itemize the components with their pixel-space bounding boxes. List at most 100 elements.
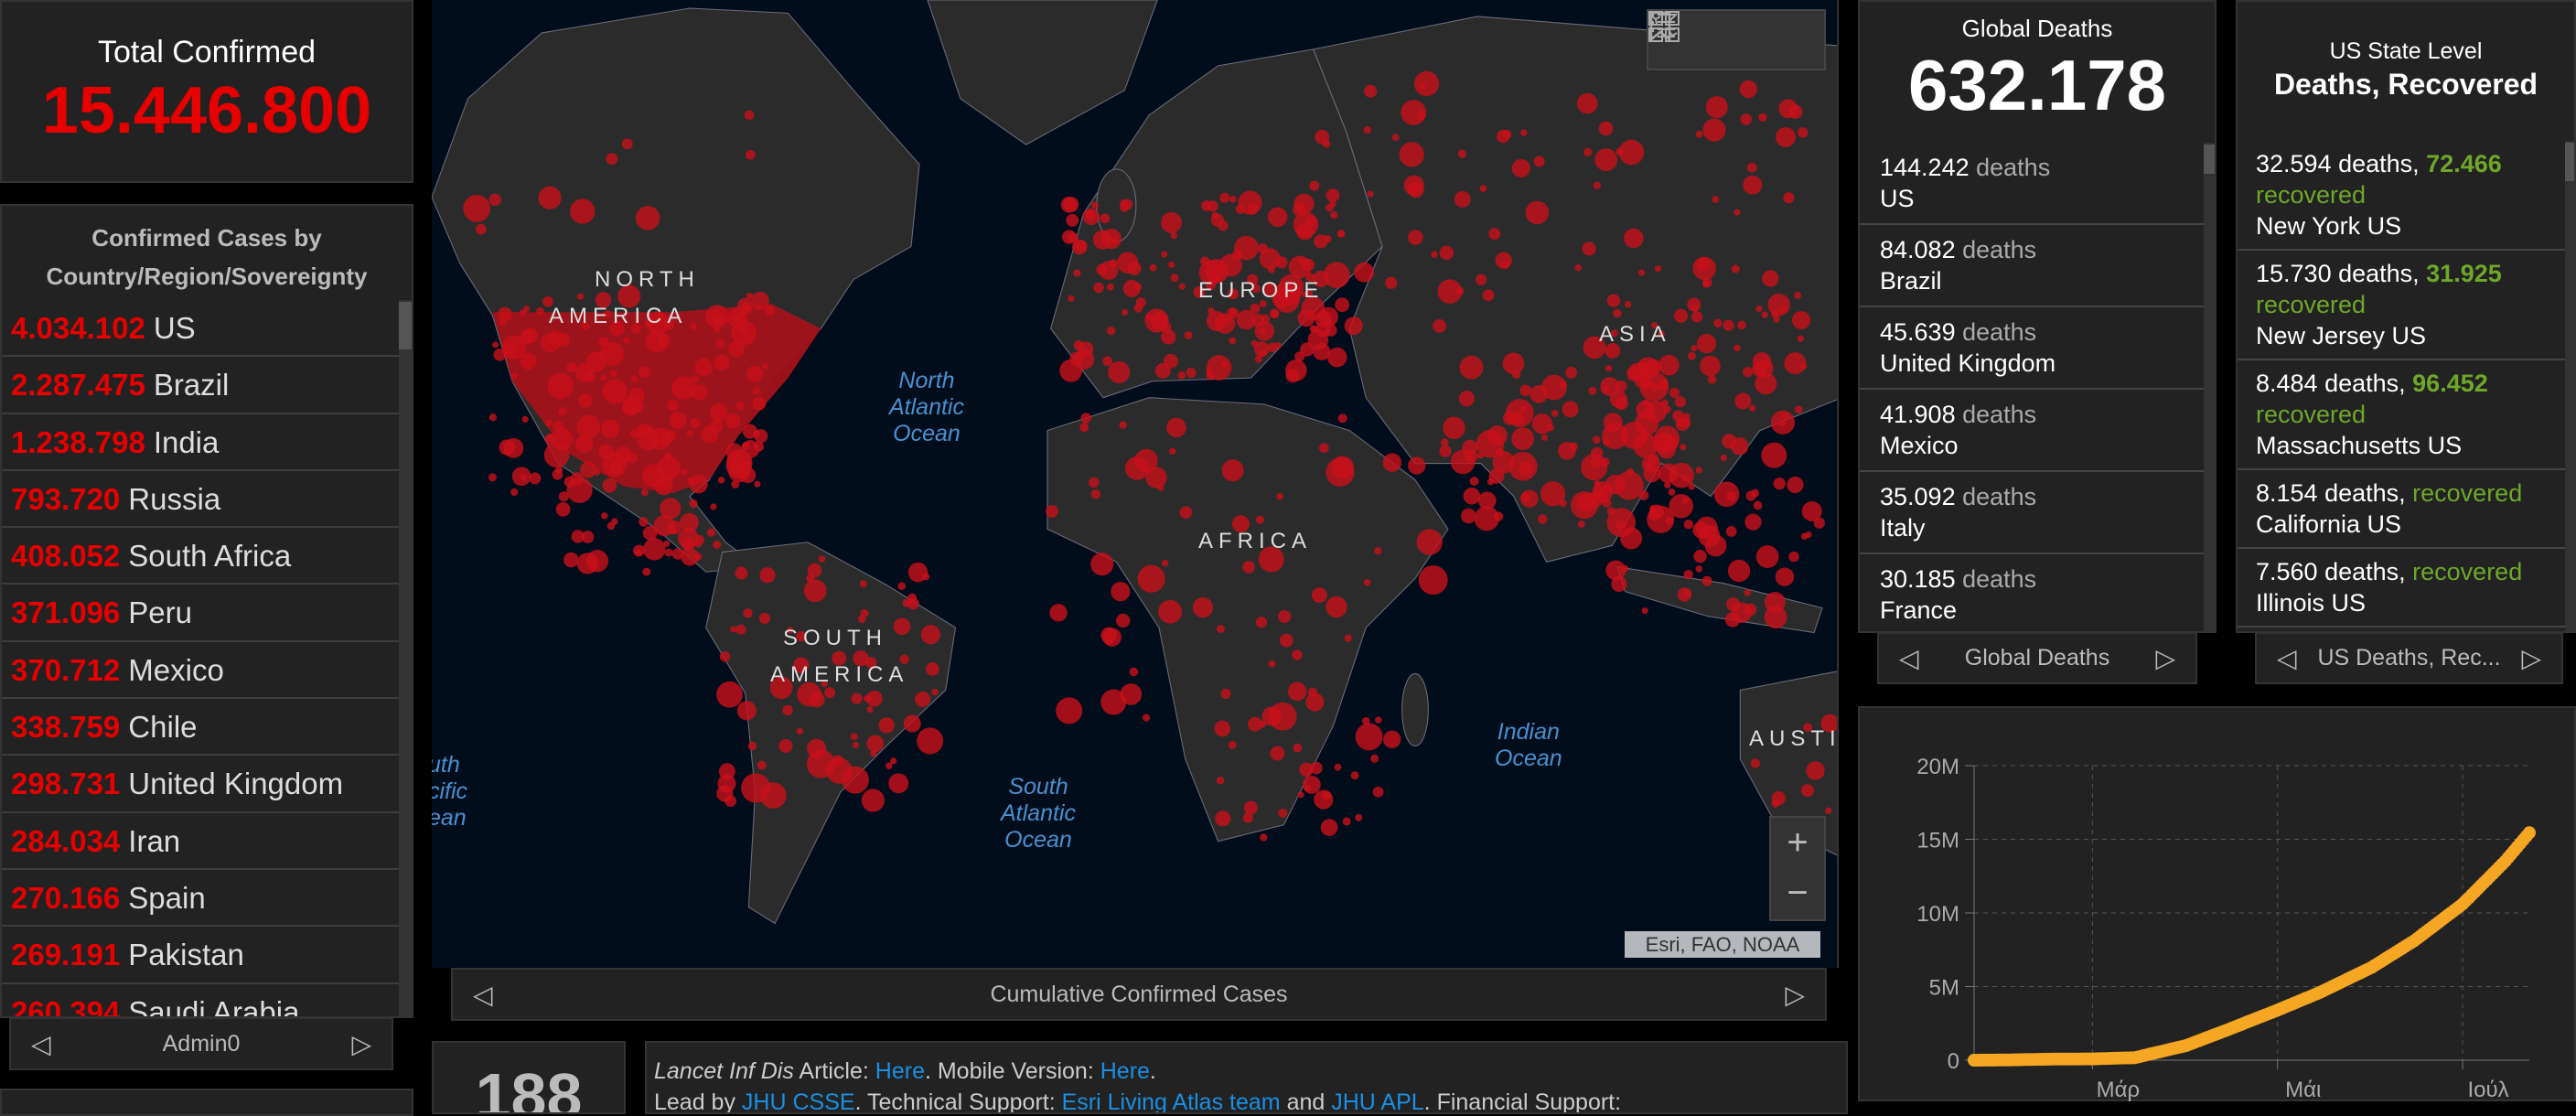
case-bubble[interactable] (488, 193, 501, 206)
case-bubble[interactable] (543, 442, 570, 468)
case-bubble[interactable] (1750, 758, 1761, 768)
case-bubble[interactable] (686, 430, 693, 437)
case-bubble[interactable] (744, 110, 755, 121)
case-bubble[interactable] (1582, 241, 1596, 256)
case-bubble[interactable] (1773, 316, 1780, 323)
case-bubble[interactable] (824, 687, 836, 699)
case-bubble[interactable] (1753, 500, 1763, 510)
country-row[interactable]: 370.712 Mexico (2, 642, 399, 700)
case-bubble[interactable] (1495, 447, 1505, 457)
case-bubble[interactable] (558, 406, 567, 416)
case-bubble[interactable] (1160, 329, 1176, 345)
case-bubble[interactable] (1683, 569, 1693, 580)
case-bubble[interactable] (1142, 714, 1151, 722)
case-bubble[interactable] (1326, 596, 1347, 618)
case-bubble[interactable] (1192, 596, 1214, 618)
case-bubble[interactable] (542, 295, 553, 307)
case-bubble[interactable] (1657, 380, 1669, 391)
case-bubble[interactable] (609, 320, 625, 337)
case-bubble[interactable] (1664, 481, 1671, 489)
case-bubble[interactable] (701, 425, 718, 444)
case-bubble[interactable] (1160, 211, 1182, 233)
case-bubble[interactable] (1594, 148, 1618, 171)
case-bubble[interactable] (611, 518, 618, 525)
case-bubble[interactable] (553, 420, 564, 431)
case-bubble[interactable] (1583, 147, 1593, 157)
case-bubble[interactable] (510, 372, 518, 380)
case-bubble[interactable] (1416, 529, 1443, 555)
case-bubble[interactable] (1704, 534, 1727, 557)
case-bubble[interactable] (1731, 264, 1740, 274)
case-bubble[interactable] (558, 491, 569, 502)
case-bubble[interactable] (554, 466, 564, 474)
case-bubble[interactable] (1068, 295, 1075, 302)
case-bubble[interactable] (1654, 265, 1662, 273)
case-bubble[interactable] (1724, 612, 1741, 628)
case-bubble[interactable] (1374, 547, 1382, 555)
case-bubble[interactable] (716, 681, 743, 708)
case-bubble[interactable] (1254, 320, 1275, 341)
info-link[interactable]: JHU CSSE (741, 1089, 855, 1114)
case-bubble[interactable] (1408, 230, 1423, 245)
case-bubble[interactable] (1755, 305, 1763, 313)
case-bubble[interactable] (598, 444, 614, 460)
case-bubble[interactable] (1788, 104, 1803, 119)
case-bubble[interactable] (1305, 289, 1314, 297)
case-bubble[interactable] (733, 314, 742, 323)
case-bubble[interactable] (1375, 716, 1382, 724)
case-bubble[interactable] (639, 517, 649, 527)
case-bubble[interactable] (753, 387, 760, 395)
case-bubble[interactable] (1683, 589, 1691, 597)
case-bubble[interactable] (1680, 444, 1687, 451)
zoom-in-button[interactable]: + (1787, 822, 1809, 863)
previous-arrow-icon[interactable]: ◁ (2277, 644, 2297, 672)
case-bubble[interactable] (1443, 416, 1465, 439)
case-bubble[interactable] (564, 552, 579, 568)
case-bubble[interactable] (1217, 625, 1225, 634)
case-bubble[interactable] (806, 574, 815, 583)
case-bubble[interactable] (1533, 156, 1545, 167)
case-bubble[interactable] (1073, 269, 1081, 277)
case-bubble[interactable] (1214, 720, 1231, 737)
case-bubble[interactable] (1660, 399, 1669, 407)
case-bubble[interactable] (1186, 367, 1197, 378)
global-deaths-list[interactable]: 144.242 deaths US 84.082 deaths Brazil 45.63… (1860, 143, 2204, 631)
case-bubble[interactable] (861, 789, 885, 812)
case-bubble[interactable] (1776, 127, 1796, 147)
case-bubble[interactable] (1179, 506, 1193, 520)
case-bubble[interactable] (1145, 467, 1167, 488)
case-bubble[interactable] (1259, 300, 1267, 308)
case-bubble[interactable] (1242, 812, 1253, 823)
case-bubble[interactable] (1342, 817, 1351, 826)
case-bubble[interactable] (580, 461, 597, 478)
case-bubble[interactable] (1278, 609, 1292, 623)
case-bubble[interactable] (714, 354, 730, 370)
case-bubble[interactable] (1681, 474, 1690, 483)
case-bubble[interactable] (634, 549, 642, 557)
case-bubble[interactable] (1788, 551, 1799, 563)
case-bubble[interactable] (1605, 474, 1626, 495)
case-bubble[interactable] (1591, 446, 1604, 460)
case-bubble[interactable] (1168, 447, 1176, 456)
case-bubble[interactable] (907, 597, 919, 610)
case-bubble[interactable] (1454, 190, 1471, 208)
case-bubble[interactable] (1320, 819, 1338, 836)
case-bubble[interactable] (1075, 240, 1088, 252)
case-bubble[interactable] (1439, 445, 1452, 457)
case-bubble[interactable] (851, 692, 863, 704)
country-row[interactable]: 269.191 Pakistan (2, 927, 399, 984)
case-bubble[interactable] (631, 323, 641, 334)
case-bubble[interactable] (1594, 480, 1601, 488)
case-bubble[interactable] (1268, 660, 1276, 668)
case-bubble[interactable] (1725, 525, 1737, 537)
case-bubble[interactable] (503, 437, 524, 458)
case-bubble[interactable] (1408, 456, 1426, 475)
case-bubble[interactable] (1663, 405, 1671, 413)
case-bubble[interactable] (1540, 434, 1548, 441)
case-bubble[interactable] (544, 419, 553, 427)
case-bubble[interactable] (1279, 633, 1293, 648)
case-bubble[interactable] (1669, 493, 1693, 519)
case-bubble[interactable] (1606, 294, 1621, 307)
case-bubble[interactable] (1355, 813, 1363, 821)
case-bubble[interactable] (713, 540, 722, 549)
